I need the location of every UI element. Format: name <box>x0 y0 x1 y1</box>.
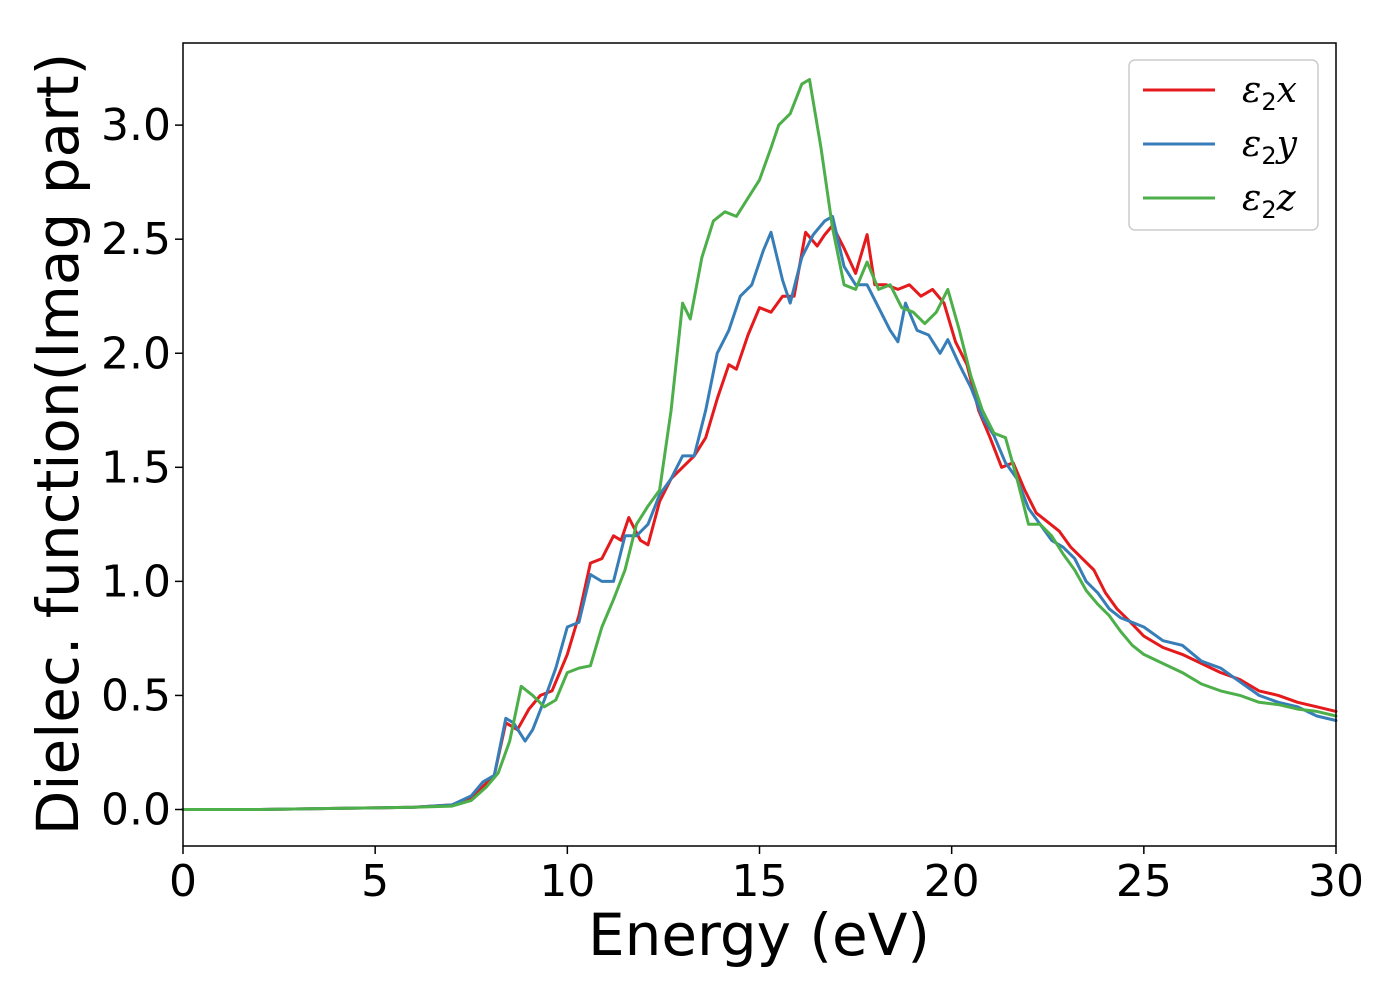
y-axis: 0.0 0.5 1.0 1.5 2.0 2.5 3.0 <box>101 100 183 836</box>
x-tick-label: 30 <box>1308 856 1364 907</box>
x-tick-label: 5 <box>361 856 389 907</box>
y-tick-label: 1.0 <box>101 556 171 607</box>
legend-label-x: ε2x <box>1242 70 1297 116</box>
y-tick-label: 1.5 <box>101 442 171 493</box>
x-tick-label: 10 <box>539 856 595 907</box>
legend-box <box>1128 59 1319 231</box>
legend: ε2x ε2y ε2z <box>1128 59 1319 231</box>
y-tick-label: 0.5 <box>101 670 171 721</box>
y-tick-label: 0.0 <box>101 785 171 836</box>
series-layer <box>181 78 1338 811</box>
x-axis-title: Energy (eV) <box>588 901 930 969</box>
x-tick-label: 15 <box>732 856 788 907</box>
series-line-z <box>181 78 1338 811</box>
y-tick-label: 2.0 <box>101 328 171 379</box>
y-axis-title: Dielec. function(Imag part) <box>24 53 92 836</box>
series-line-y <box>181 214 1338 811</box>
y-tick-label: 3.0 <box>101 100 171 151</box>
x-tick-label: 25 <box>1116 856 1172 907</box>
x-tick-label: 0 <box>169 856 197 907</box>
y-tick-label: 2.5 <box>101 214 171 265</box>
x-tick-label: 20 <box>924 856 980 907</box>
legend-label-y: ε2y <box>1242 124 1298 170</box>
series-line-x <box>181 224 1338 811</box>
legend-label-z: ε2z <box>1242 178 1297 224</box>
x-axis: 0 5 10 15 20 25 30 <box>169 846 1364 907</box>
